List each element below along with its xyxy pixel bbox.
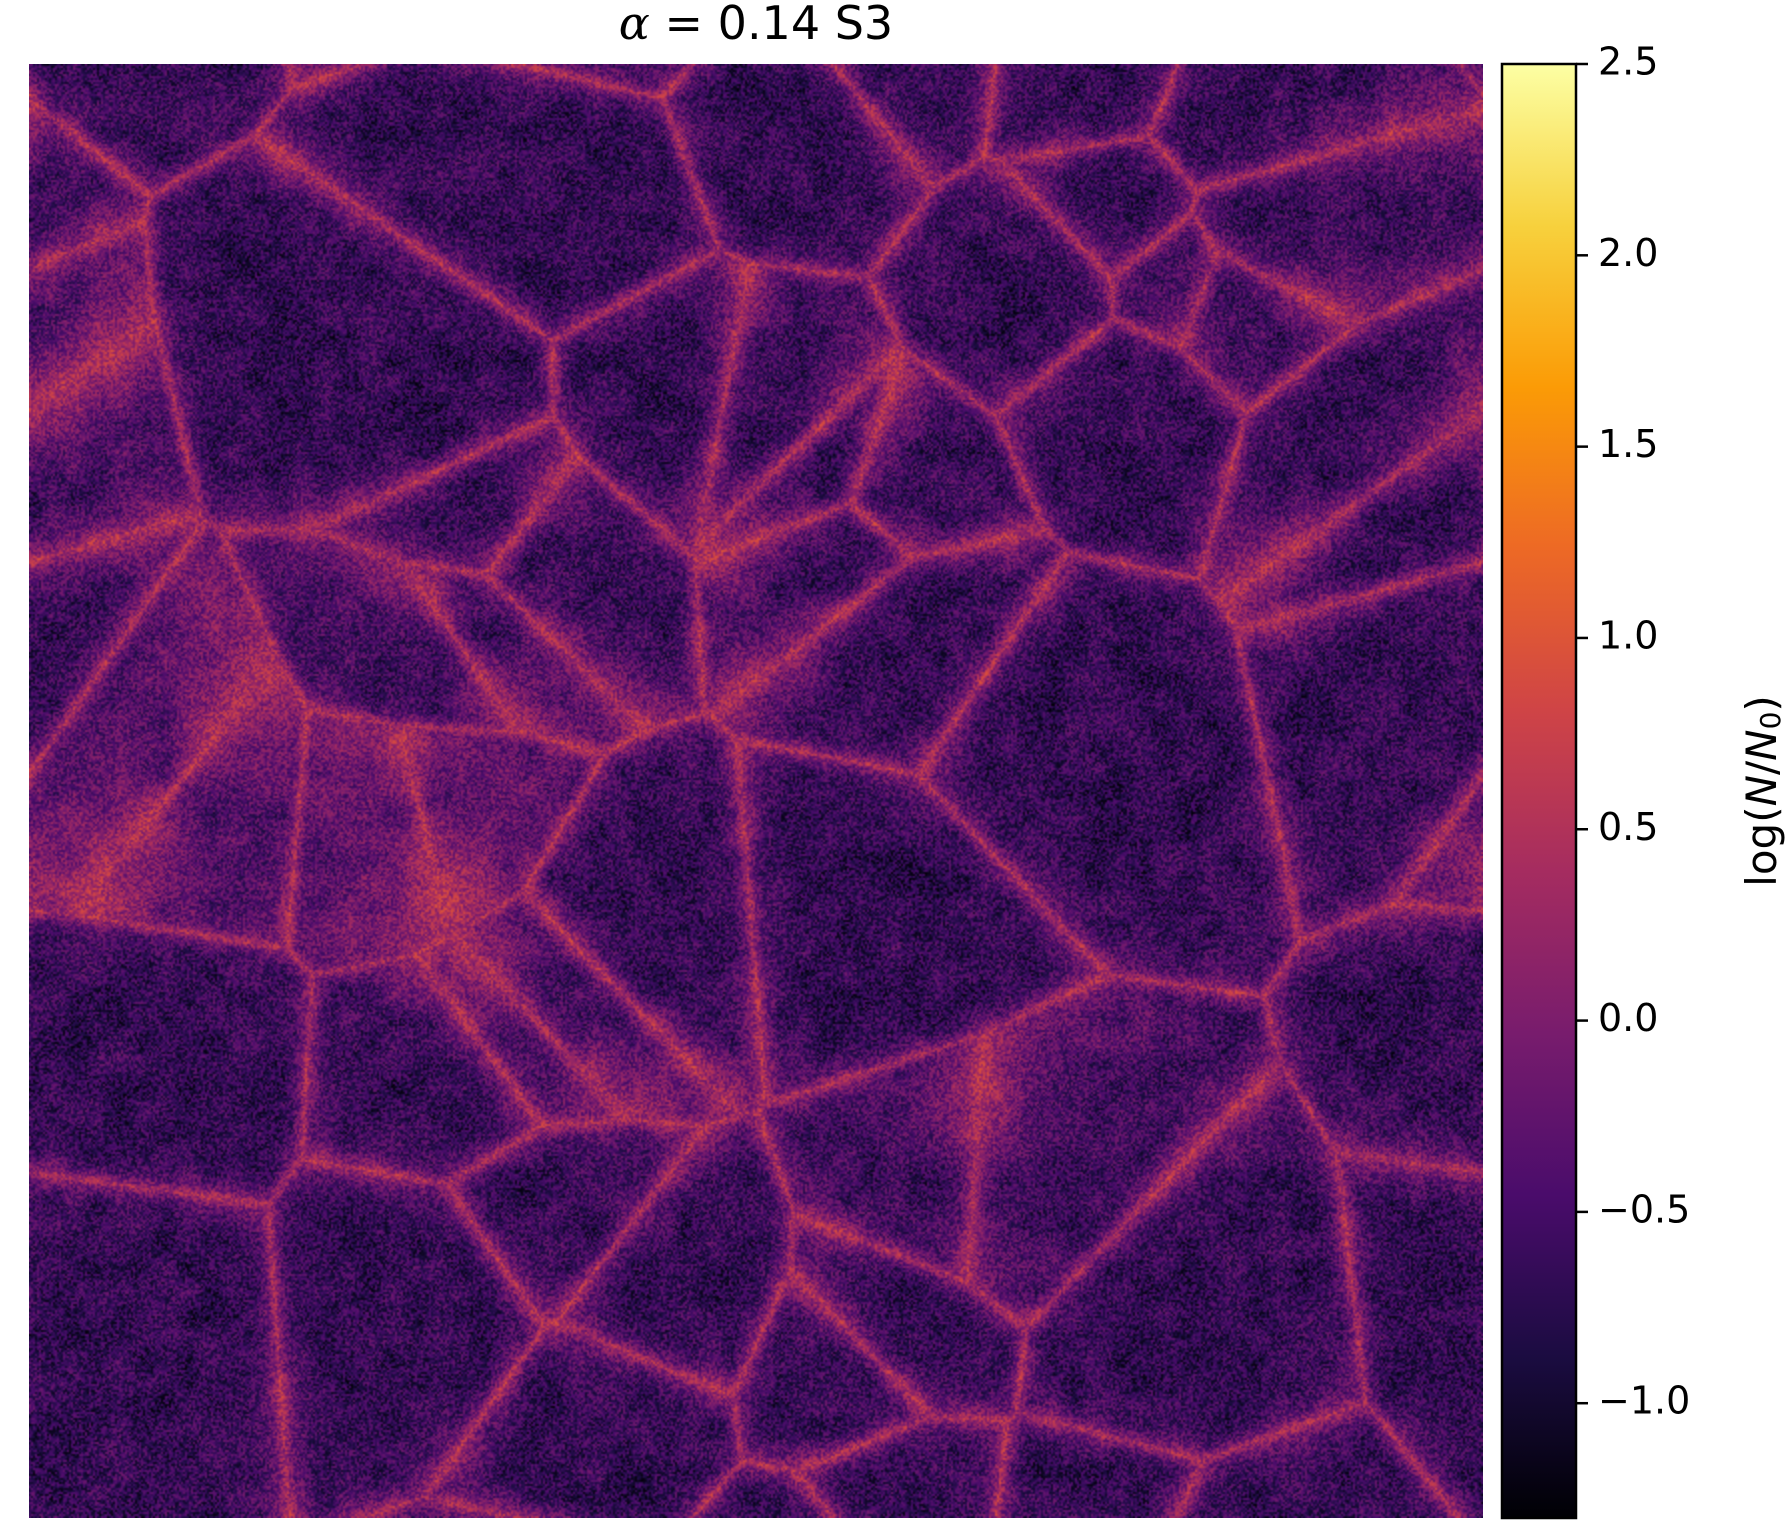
title-value: 0.14 S3 [717, 0, 894, 50]
colorbar-tick-label: −1.0 [1598, 1379, 1690, 1423]
colorbar-gradient [1500, 62, 1578, 1520]
colorbar-label-close: ) [1737, 695, 1786, 711]
colorbar-tick-label: 2.5 [1598, 40, 1658, 84]
colorbar-ticks: −1.0 −0.5 0.0 0.5 1.0 1.5 2.0 2.5 [1576, 40, 1690, 1423]
colorbar-label-prefix: log( [1737, 806, 1786, 886]
heatmap-plot-area [29, 64, 1483, 1518]
title-equals: = [649, 0, 718, 50]
colorbar-label: log(N/N0) [1737, 695, 1788, 887]
chart-title: α = 0.14 S3 [29, 0, 1483, 46]
title-alpha-symbol: α [618, 0, 650, 50]
colorbar-label-slash: / [1737, 760, 1786, 775]
colorbar-label-var: N [1737, 775, 1786, 806]
heatmap-image [29, 64, 1483, 1518]
colorbar-tick-label: 0.5 [1598, 805, 1658, 849]
colorbar-label-var2: N [1737, 729, 1786, 760]
colorbar-label-subscript: 0 [1754, 712, 1787, 730]
colorbar-tick-label: 1.0 [1598, 613, 1658, 657]
colorbar-tick-label: 0.0 [1598, 996, 1658, 1040]
colorbar-tick-label: −0.5 [1598, 1187, 1690, 1231]
colorbar-tick-label: 1.5 [1598, 422, 1658, 466]
colorbar-tick-label: 2.0 [1598, 231, 1658, 275]
